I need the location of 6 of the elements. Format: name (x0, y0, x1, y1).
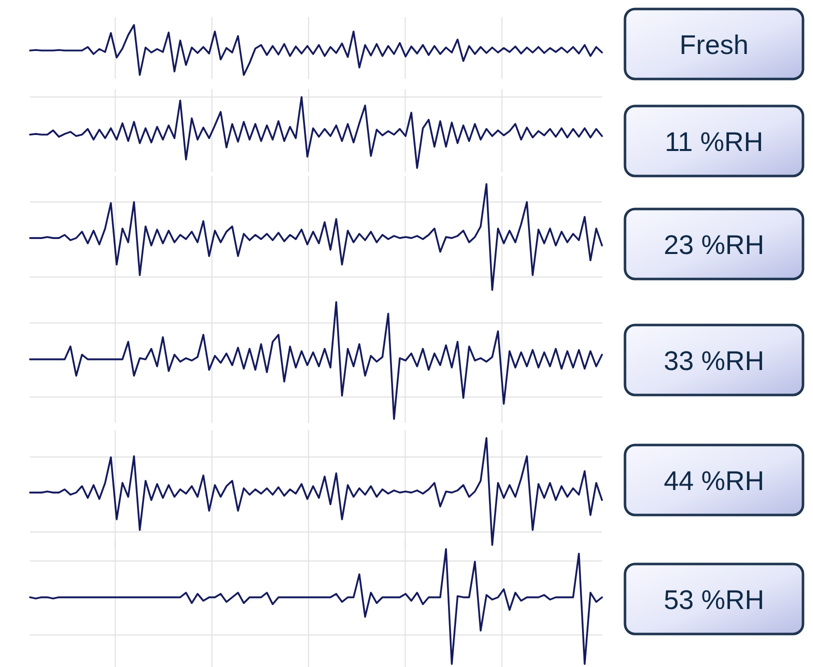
text: Fresh (679, 30, 749, 60)
text: 44 %RH (664, 466, 764, 496)
text: 53 %RH (664, 585, 764, 615)
text: 23 %RH (664, 230, 764, 260)
text: 33 %RH (664, 346, 764, 376)
text: 11 %RH (664, 127, 764, 157)
